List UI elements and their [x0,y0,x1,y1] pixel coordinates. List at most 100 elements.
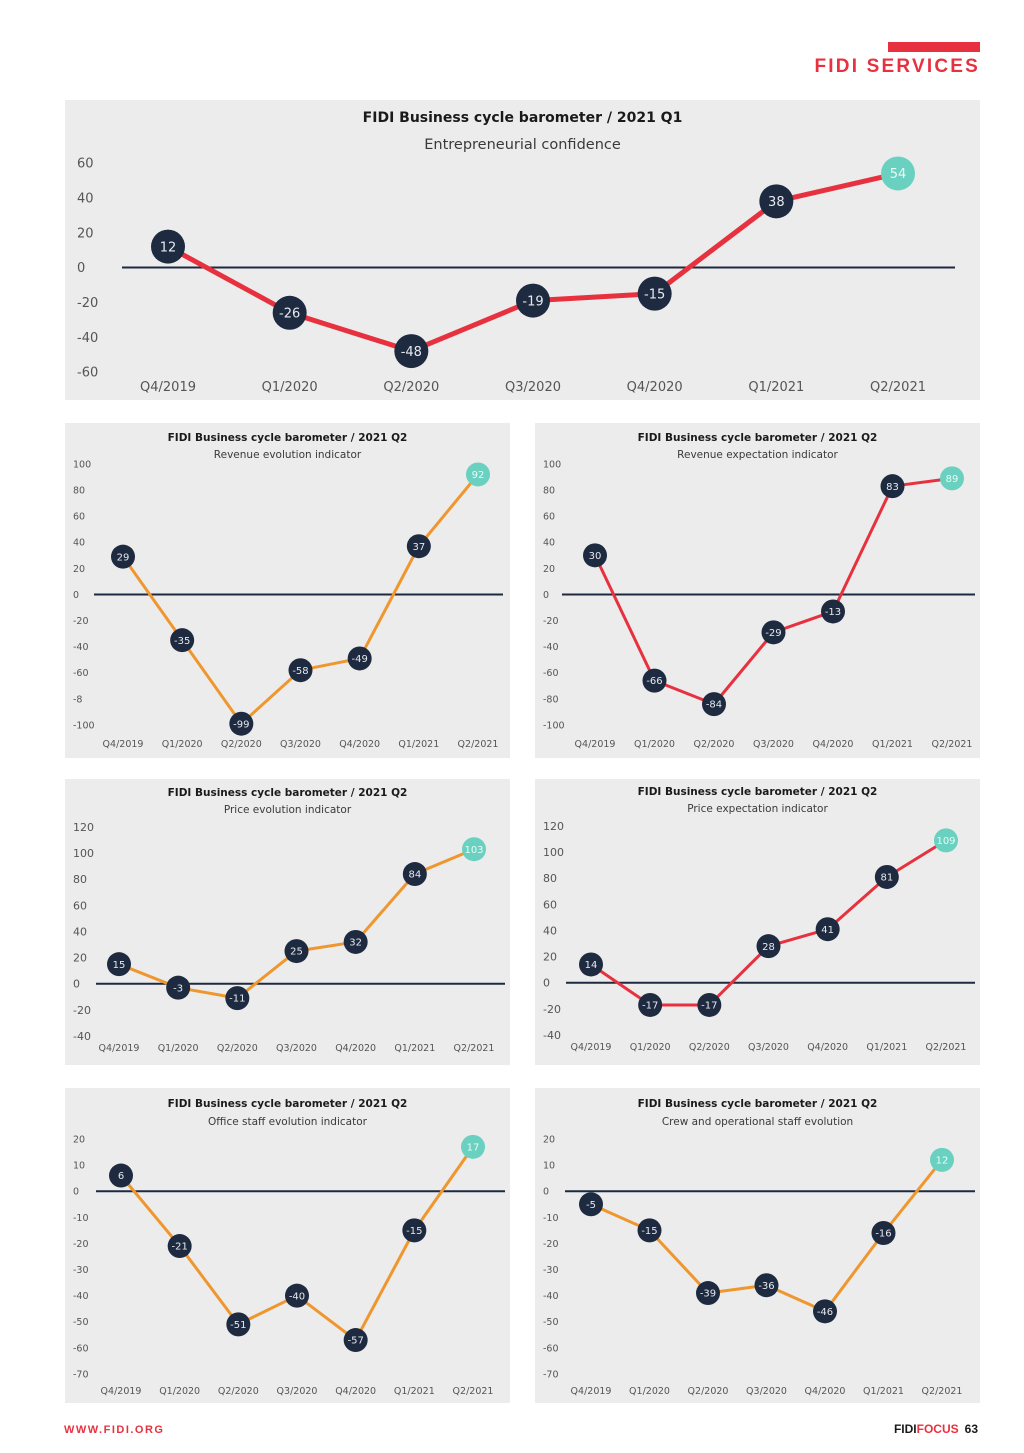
data-point-marker [637,276,672,311]
y-tick-label: -80 [543,694,559,705]
x-tick-label: Q2/2020 [218,1386,259,1397]
x-tick-label: Q4/2019 [571,1386,612,1397]
x-tick-label: Q2/2020 [221,739,262,750]
chart-subtitle: Entrepreneurial confidence [424,137,621,153]
chart-svg: FIDI Business cycle barometer / 2021 Q2 O… [73,1098,505,1397]
data-point-marker [226,1312,251,1337]
x-tick-label: Q2/2020 [383,380,439,395]
y-tick-label: 0 [73,590,79,601]
data-point-marker [466,462,490,487]
x-tick-label: Q1/2020 [262,380,318,395]
chart-svg: FIDI Business cycle barometer / 2021 Q2 R… [73,432,503,750]
data-label: 54 [890,167,907,182]
chart-svg: FIDI Business cycle barometer / 2021 Q2 P… [73,787,505,1054]
data-point-marker [285,1283,309,1308]
data-point-highlight: 103 [462,837,486,862]
data-label: -48 [401,345,422,360]
chart-panel-price-expectation: FIDI Business cycle barometer / 2021 Q2 P… [535,779,980,1065]
data-point-marker [754,1273,779,1298]
y-tick-label: 120 [543,820,564,833]
data-point-marker [170,628,195,653]
y-tick-label: -40 [73,1030,91,1043]
x-tick-label: Q1/2020 [162,739,203,750]
data-label: 109 [936,836,955,847]
y-tick-label: 40 [543,538,555,549]
data-label: 92 [472,470,485,481]
data-point: -15 [402,1218,427,1243]
data-point: -16 [871,1221,896,1245]
data-label: 84 [408,870,421,881]
y-tick-label: 10 [73,1161,85,1172]
y-tick-label: 40 [543,924,557,937]
y-tick-label: 0 [543,1187,549,1198]
x-tick-label: Q2/2020 [688,1386,729,1397]
data-label: -21 [171,1242,187,1253]
data-point: 30 [583,543,607,568]
data-point-marker [107,952,131,977]
y-tick-label: 60 [543,898,557,911]
data-point-marker [284,939,309,964]
data-label: 37 [412,542,425,553]
chart-subtitle: Crew and operational staff evolution [662,1116,853,1128]
data-label: -58 [292,666,308,677]
y-tick-label: 40 [73,538,85,549]
y-tick-label: 20 [73,564,85,575]
data-label: -99 [233,719,249,730]
data-point-marker [462,837,486,862]
data-point: -5 [579,1192,603,1217]
y-tick-label: 0 [543,590,549,601]
data-point-highlight: 17 [461,1134,485,1159]
y-tick-label: -60 [543,1343,559,1354]
data-label: -15 [641,1226,657,1237]
data-label: 29 [117,552,130,563]
y-tick-label: 0 [77,261,85,276]
data-point: -57 [343,1328,368,1353]
data-point: 12 [151,229,185,264]
data-point: -48 [394,334,429,369]
data-point: -11 [225,986,250,1011]
x-tick-label: Q3/2020 [505,380,561,395]
y-tick-label: 60 [543,512,555,523]
data-point-marker [225,986,250,1011]
y-tick-label: 80 [543,486,555,497]
y-tick-label: -40 [77,331,98,346]
data-point: 32 [343,929,368,954]
data-point: 15 [107,952,131,977]
y-tick-label: -60 [73,1343,89,1354]
data-point: 81 [874,864,899,889]
x-tick-label: Q1/2020 [159,1386,200,1397]
x-tick-label: Q2/2020 [217,1043,258,1054]
data-point: -51 [226,1312,251,1337]
x-tick-label: Q1/2021 [872,739,913,750]
data-point-marker [642,668,667,693]
data-label: 41 [821,925,834,936]
data-point: 14 [579,952,603,977]
data-label: 14 [585,960,598,971]
chart-title: FIDI Business cycle barometer / 2021 Q1 [363,110,683,126]
data-label: 89 [946,474,959,485]
data-point: -26 [272,295,307,330]
y-tick-label: -70 [543,1369,559,1380]
chart-title: FIDI Business cycle barometer / 2021 Q2 [638,1098,878,1110]
x-tick-label: Q2/2021 [453,1386,494,1397]
x-tick-label: Q1/2020 [630,1042,671,1053]
y-tick-label: -40 [73,1291,89,1302]
y-tick-label: -40 [543,642,559,653]
chart-subtitle: Price evolution indicator [224,804,352,816]
chart-subtitle: Office staff evolution indicator [208,1116,368,1128]
data-label: -66 [646,676,662,687]
x-tick-label: Q2/2021 [926,1042,967,1053]
data-point-highlight: 89 [940,466,964,491]
x-tick-label: Q4/2020 [627,380,683,395]
footer-magazine-brand: FIDIFOCUS 63 [894,1422,978,1436]
y-tick-label: 0 [73,1187,79,1198]
data-point-marker [109,1163,133,1188]
data-label: -15 [406,1226,422,1237]
chart-panel-revenue-expectation: FIDI Business cycle barometer / 2021 Q2 R… [535,423,980,758]
data-label: 103 [464,845,483,856]
x-tick-label: Q1/2020 [629,1386,670,1397]
x-tick-label: Q3/2020 [746,1386,787,1397]
x-tick-label: Q2/2021 [932,739,973,750]
x-tick-label: Q1/2020 [634,739,675,750]
footer-website-link[interactable]: WWW.FIDI.ORG [64,1424,165,1436]
